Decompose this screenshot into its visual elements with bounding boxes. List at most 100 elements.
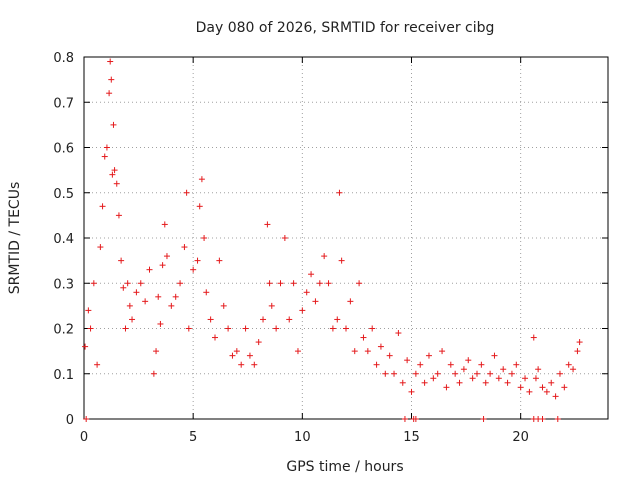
- plot-frame: [83, 56, 609, 420]
- data-point: [439, 348, 446, 355]
- data-point: [321, 253, 328, 260]
- data-point: [110, 121, 117, 128]
- data-point: [434, 370, 441, 377]
- data-point: [107, 58, 114, 65]
- chart-title: Day 080 of 2026, SRMTID for receiver cib…: [196, 20, 495, 36]
- data-point: [181, 244, 188, 251]
- data-point: [177, 280, 184, 287]
- data-point: [251, 361, 258, 368]
- data-point: [118, 257, 125, 264]
- data-point: [233, 348, 240, 355]
- data-point: [325, 280, 332, 287]
- data-point: [299, 307, 306, 314]
- data-point: [552, 393, 559, 400]
- data-point: [369, 325, 376, 332]
- data-point: [122, 325, 129, 332]
- data-point: [556, 370, 563, 377]
- data-point: [491, 352, 498, 359]
- x-axis-label: GPS time / hours: [286, 459, 403, 475]
- data-point: [469, 375, 476, 382]
- data-point: [159, 262, 166, 269]
- data-point: [229, 352, 236, 359]
- data-point: [513, 361, 520, 368]
- data-point: [535, 366, 542, 373]
- data-point: [303, 289, 310, 296]
- y-tick-label: 0.1: [53, 368, 74, 383]
- data-point: [474, 370, 480, 377]
- y-tick-label: 0.3: [53, 277, 74, 292]
- data-point: [570, 366, 577, 373]
- data-point: [108, 76, 115, 83]
- data-point: [522, 375, 529, 382]
- data-point: [351, 348, 358, 355]
- x-tick-label: 5: [189, 430, 197, 445]
- data-point: [495, 375, 502, 382]
- data-point: [212, 334, 218, 341]
- data-point: [574, 348, 581, 355]
- y-tick-label: 0: [66, 413, 74, 428]
- data-point: [500, 366, 507, 373]
- data-point: [196, 203, 203, 210]
- data-point: [150, 370, 157, 377]
- x-tick-label: 10: [294, 430, 311, 445]
- x-tick-label: 15: [403, 430, 420, 445]
- data-point: [487, 370, 494, 377]
- data-point: [103, 144, 110, 151]
- x-tick-label: 0: [80, 430, 88, 445]
- data-point: [220, 302, 227, 309]
- data-point: [347, 298, 354, 305]
- data-point: [360, 334, 367, 341]
- data-point: [97, 244, 104, 251]
- data-point: [336, 189, 343, 196]
- data-point: [425, 352, 432, 359]
- data-point: [87, 325, 94, 332]
- y-tick-label: 0.5: [53, 187, 74, 202]
- data-point: [153, 348, 160, 355]
- data-point: [539, 384, 546, 391]
- x-tick-label: 20: [512, 430, 529, 445]
- data-point: [286, 316, 293, 323]
- data-point: [183, 189, 190, 196]
- data-point: [364, 348, 371, 355]
- data-point: [465, 357, 472, 364]
- y-axis-label: SRMTID / TECUs: [7, 182, 23, 295]
- data-point: [264, 221, 271, 228]
- data-point: [99, 203, 106, 210]
- data-point: [399, 379, 406, 386]
- data-point: [111, 167, 118, 174]
- data-point: [242, 325, 249, 332]
- data-point: [203, 289, 210, 296]
- data-point: [207, 316, 214, 323]
- data-point: [161, 221, 168, 228]
- data-point: [404, 357, 411, 364]
- y-tick-label: 0.2: [53, 323, 74, 338]
- data-point: [115, 212, 122, 219]
- data-point: [312, 298, 319, 305]
- data-point: [329, 325, 336, 332]
- data-point: [290, 280, 297, 287]
- grid-lines: [84, 57, 608, 419]
- data-point: [377, 343, 384, 350]
- data-point: [120, 284, 127, 291]
- y-tick-label: 0.4: [53, 232, 74, 247]
- data-point: [216, 257, 223, 264]
- data-point: [408, 388, 415, 395]
- zero-point: [539, 416, 546, 422]
- data-point: [185, 325, 192, 332]
- data-point: [281, 235, 288, 241]
- data-point: [137, 280, 144, 287]
- data-point: [255, 339, 262, 346]
- data-point: [225, 325, 232, 332]
- data-point: [82, 343, 89, 350]
- data-point: [146, 266, 153, 273]
- data-point: [268, 302, 275, 309]
- data-point: [456, 379, 463, 386]
- data-point: [101, 153, 108, 160]
- data-point: [504, 379, 511, 386]
- data-point: [443, 384, 450, 391]
- data-point: [85, 307, 92, 314]
- data-points: [82, 58, 583, 422]
- data-point: [133, 289, 140, 296]
- zero-point: [412, 416, 419, 422]
- data-point: [246, 352, 253, 359]
